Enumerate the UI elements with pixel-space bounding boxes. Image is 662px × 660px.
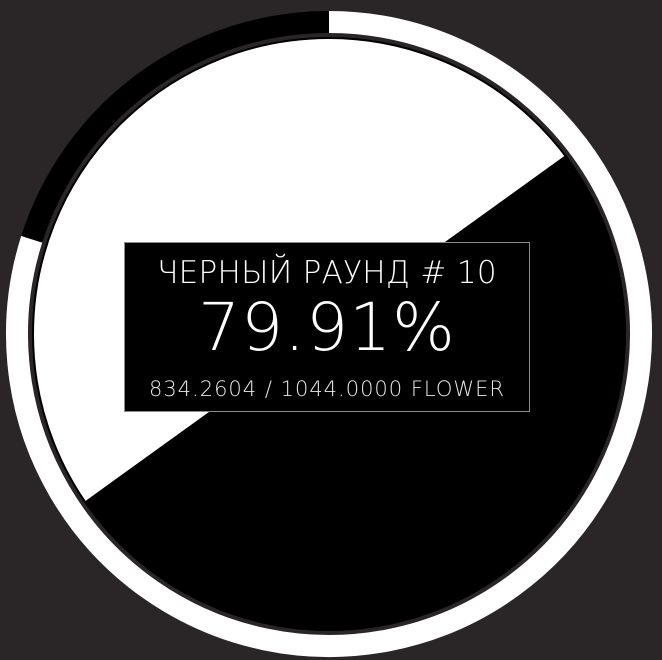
amount-gap (403, 377, 411, 401)
wheel-outline (32, 37, 626, 631)
round-amount: 834.2604 / 1044.0000 FLOWER (125, 374, 529, 404)
progress-ring-filled (6, 11, 652, 657)
amount-currency: FLOWER (410, 377, 506, 401)
amount-total: 1044.0000 (280, 377, 404, 401)
round-title: ЧЕРНЫЙ РАУНД # 10 (157, 255, 497, 291)
amount-current: 834.2604 (148, 377, 258, 401)
round-info-panel: ЧЕРНЫЙ РАУНД # 10 79.91% 834.2604 / 1044… (124, 242, 530, 412)
amount-separator: / (257, 377, 281, 401)
progress-ring-remaining (21, 11, 330, 243)
round-percent: 79.91% (198, 289, 456, 366)
